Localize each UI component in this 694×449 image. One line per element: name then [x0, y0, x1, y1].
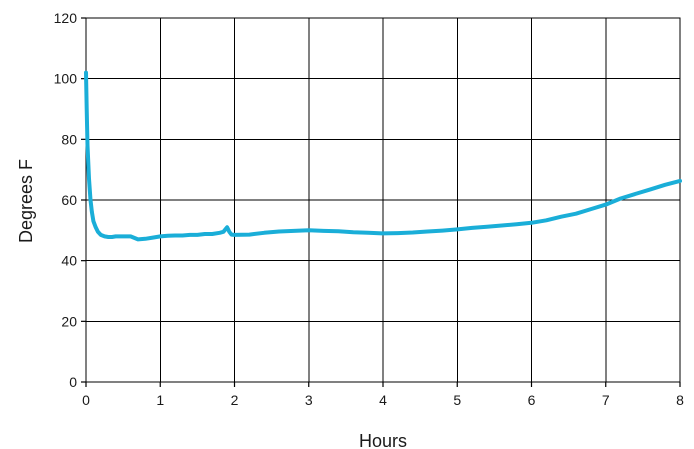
grid-lines: [86, 18, 680, 382]
y-tick-label: 0: [69, 374, 77, 390]
series-layer: [84, 70, 682, 242]
y-tick-label: 60: [61, 192, 77, 208]
y-tick-label: 80: [61, 131, 77, 147]
plot-frame: [85, 17, 681, 383]
x-tick-labels: 0 1 2 3 4 5 6 7 8: [82, 392, 684, 408]
x-tick-label: 1: [156, 392, 164, 408]
x-axis-title: Hours: [359, 431, 407, 449]
x-tick-label: 6: [528, 392, 536, 408]
y-tick-label: 40: [61, 253, 77, 269]
x-tick-label: 3: [305, 392, 313, 408]
x-tick-label: 8: [676, 392, 684, 408]
y-tick-label: 100: [54, 71, 78, 87]
x-tick-label: 5: [453, 392, 461, 408]
series-line: [84, 70, 682, 242]
x-tick-label: 0: [82, 392, 90, 408]
y-tick-label: 20: [61, 313, 77, 329]
x-tick-label: 4: [379, 392, 387, 408]
x-tick-label: 2: [231, 392, 239, 408]
y-tick-labels: 0 20 40 60 80 100 120: [54, 10, 78, 390]
axis-ticks: [81, 17, 681, 387]
y-tick-label: 120: [54, 10, 78, 26]
x-tick-label: 7: [602, 392, 610, 408]
y-axis-title: Degrees F: [16, 159, 36, 243]
